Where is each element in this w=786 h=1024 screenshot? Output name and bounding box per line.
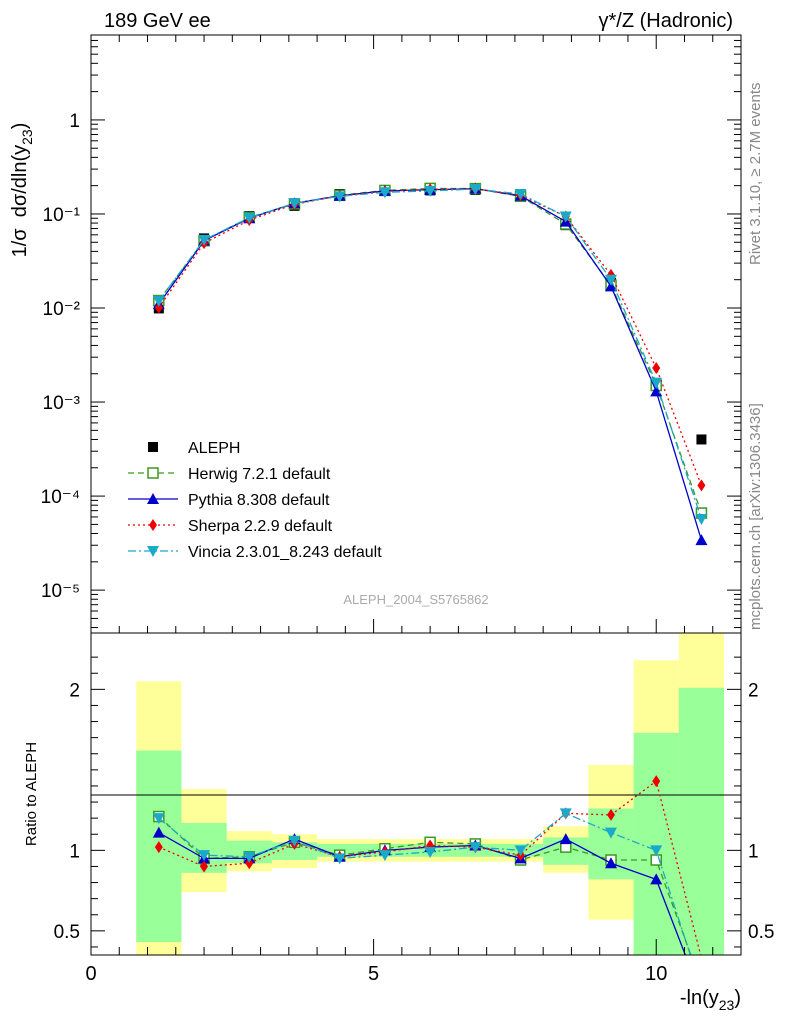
ratio-point — [288, 835, 301, 847]
legend-marker — [147, 493, 159, 504]
data-point — [652, 362, 661, 375]
data-point — [378, 187, 391, 199]
data-point — [424, 185, 437, 197]
ratio-point — [650, 873, 663, 885]
series-line-pythia-8-308-default — [158, 187, 703, 541]
ratio-point — [424, 846, 437, 858]
ratio-point — [514, 845, 527, 857]
legend-entry-aleph: ALEPH — [148, 440, 240, 457]
ratio-point — [607, 808, 615, 821]
uncertainty-band-inner — [678, 687, 725, 955]
data-point — [605, 280, 617, 292]
legend-entry-herwig-7-2-1-default: Herwig 7.2.1 default — [128, 466, 331, 483]
data-point — [559, 211, 572, 223]
ratio-point — [605, 857, 617, 869]
ratio-y-tick-label-right: 1 — [748, 841, 759, 862]
legend-marker — [149, 519, 157, 531]
header-left: 189 GeV ee — [104, 10, 211, 32]
ratio-curves — [152, 775, 702, 955]
ratio-point — [378, 850, 391, 862]
ratio-bands — [136, 633, 725, 955]
data-point — [469, 184, 482, 196]
data-point — [696, 434, 707, 445]
x-tick-label: 10 — [645, 963, 667, 985]
legend-marker — [148, 442, 158, 452]
ratio-point — [559, 808, 572, 820]
ratio-point — [245, 857, 254, 870]
ratio-point — [605, 827, 617, 839]
ratio-point — [650, 845, 663, 857]
ratio-y-tick-label-left: 0.5 — [54, 922, 80, 943]
series-pythia-8-308-default — [152, 182, 708, 546]
rivet-label: Rivet 3.1.10, ≥ 2.7M events — [747, 83, 764, 266]
ratio-point — [152, 826, 165, 838]
main-panel: 10⁻⁵ 10⁻⁴ 10⁻³ 10⁻² 10⁻¹ 1 ALEPH_2004_S576586… — [9, 34, 742, 634]
legend-label: ALEPH — [188, 440, 240, 457]
ratio-x-ticks: 0 5 10 — [85, 939, 714, 985]
main-y-ticks: 10⁻⁵ 10⁻⁴ 10⁻³ 10⁻² 10⁻¹ 1 — [41, 34, 741, 633]
ratio-y-tick-label-left: 1 — [69, 841, 80, 862]
ratio-point — [152, 813, 165, 825]
x-tick-label: 5 — [368, 963, 379, 985]
ratio-y-tick-label-right: 0.5 — [748, 922, 774, 943]
data-point — [288, 198, 301, 210]
mcplots-label: mcplots.cern.ch [arXiv:1306.3436] — [747, 403, 764, 630]
legend-marker — [147, 546, 159, 557]
main-y-tick-label: 10⁻⁴ — [41, 487, 80, 508]
ratio-point — [333, 853, 346, 865]
data-point — [650, 377, 663, 389]
data-point — [333, 191, 346, 203]
ratio-y-tick-label-left: 2 — [69, 680, 80, 701]
x-axis-label: -ln(y23) — [680, 987, 741, 1013]
ratio-panel: 0.5 0.5 1 1 2 2 0 5 10 Ratio to ALEPH -ln(y23) — [23, 632, 774, 1013]
series-line-herwig-7-2-1-default — [158, 187, 703, 514]
data-point — [198, 234, 211, 246]
x-tick-label: 0 — [85, 963, 96, 985]
main-curves — [152, 182, 708, 546]
ratio-point — [559, 833, 572, 845]
data-point — [605, 274, 617, 286]
ratio-point — [200, 860, 209, 873]
ratio-point — [198, 850, 211, 862]
ratio-point — [243, 851, 256, 863]
legend-label: Sherpa 2.2.9 default — [188, 518, 333, 535]
data-point — [697, 479, 706, 492]
ratio-point — [652, 775, 661, 788]
series-vincia-2-3-01-8-243-default — [152, 184, 708, 526]
header-right: γ*/Z (Hadronic) — [599, 10, 733, 32]
ratio-frame — [90, 632, 742, 956]
data-point — [695, 534, 708, 546]
ratio-series-vincia-2-3-01-8-243-default — [152, 808, 692, 955]
main-y-tick-label: 10⁻³ — [43, 393, 81, 414]
legend-entry-pythia-8-308-default: Pythia 8.308 default — [128, 492, 330, 509]
ratio-y-tick-label-right: 2 — [748, 680, 759, 701]
data-point — [514, 189, 527, 201]
data-point — [243, 212, 256, 224]
legend-entry-sherpa-2-2-9-default: Sherpa 2.2.9 default — [128, 518, 333, 535]
legend: ALEPH Herwig 7.2.1 default Pythia 8.308 de… — [128, 440, 382, 561]
ratio-point — [154, 841, 163, 854]
ratio-y-ticks: 0.5 0.5 1 1 2 2 — [54, 656, 774, 948]
data-point — [695, 514, 708, 526]
legend-label: Herwig 7.2.1 default — [188, 466, 331, 483]
main-y-axis-label: 1/σ dσ/dln(y23) — [9, 123, 35, 258]
data-point — [154, 301, 163, 314]
ratio-point — [469, 842, 482, 854]
data-point — [152, 295, 165, 307]
main-y-tick-label: 10⁻⁵ — [41, 581, 80, 602]
ratio-y-axis-label: Ratio to ALEPH — [23, 742, 40, 846]
legend-entry-vincia-2-3-01-8-243-default: Vincia 2.3.01_8.243 default — [128, 544, 382, 561]
main-y-tick-label: 10⁻² — [43, 299, 81, 320]
legend-label: Pythia 8.308 default — [188, 492, 330, 509]
watermark: ALEPH_2004_S5765862 — [343, 592, 488, 607]
main-y-tick-label: 10⁻¹ — [43, 205, 81, 226]
legend-label: Vincia 2.3.01_8.243 default — [188, 544, 382, 561]
legend-marker — [147, 467, 159, 479]
main-y-tick-label: 1 — [69, 111, 80, 132]
